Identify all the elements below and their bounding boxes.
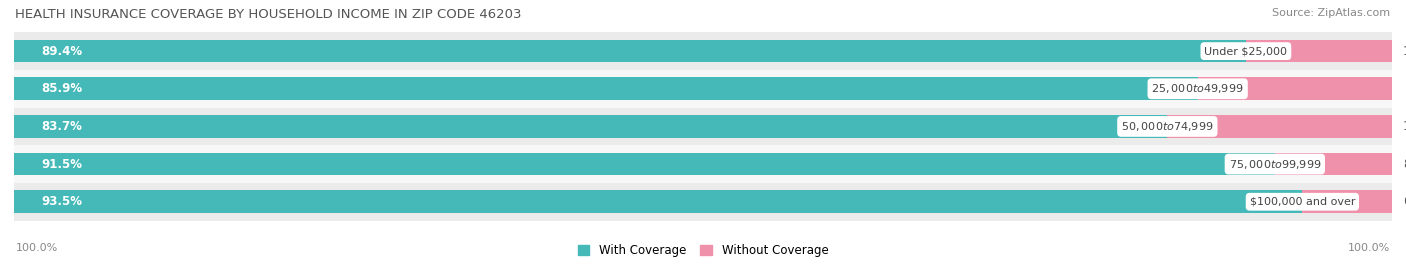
Text: Under $25,000: Under $25,000 — [1205, 46, 1288, 56]
Text: 6.5%: 6.5% — [1403, 195, 1406, 208]
Bar — [14, 190, 1302, 213]
Text: $25,000 to $49,999: $25,000 to $49,999 — [1152, 82, 1244, 95]
Bar — [1167, 115, 1392, 138]
Text: HEALTH INSURANCE COVERAGE BY HOUSEHOLD INCOME IN ZIP CODE 46203: HEALTH INSURANCE COVERAGE BY HOUSEHOLD I… — [15, 8, 522, 21]
Bar — [14, 40, 1246, 62]
Bar — [14, 153, 1275, 175]
Text: 100.0%: 100.0% — [1348, 243, 1391, 253]
Text: 91.5%: 91.5% — [42, 158, 83, 171]
Bar — [14, 77, 1198, 100]
Bar — [1302, 190, 1392, 213]
Text: 10.6%: 10.6% — [1403, 45, 1406, 58]
Bar — [1246, 40, 1392, 62]
Bar — [14, 115, 1167, 138]
Text: 89.4%: 89.4% — [42, 45, 83, 58]
Bar — [1198, 77, 1393, 100]
Bar — [14, 183, 1392, 221]
Text: $100,000 and over: $100,000 and over — [1250, 197, 1355, 207]
Legend: With Coverage, Without Coverage: With Coverage, Without Coverage — [572, 239, 834, 262]
Bar — [14, 145, 1392, 183]
Text: $75,000 to $99,999: $75,000 to $99,999 — [1229, 158, 1322, 171]
Text: $50,000 to $74,999: $50,000 to $74,999 — [1121, 120, 1213, 133]
Bar — [14, 32, 1392, 70]
Text: 100.0%: 100.0% — [15, 243, 58, 253]
Text: 8.5%: 8.5% — [1403, 158, 1406, 171]
Text: 83.7%: 83.7% — [42, 120, 83, 133]
Text: 93.5%: 93.5% — [42, 195, 83, 208]
Text: Source: ZipAtlas.com: Source: ZipAtlas.com — [1272, 8, 1391, 18]
Text: 85.9%: 85.9% — [42, 82, 83, 95]
Bar — [14, 70, 1392, 108]
Text: 16.3%: 16.3% — [1403, 120, 1406, 133]
Text: 14.2%: 14.2% — [1405, 82, 1406, 95]
Bar — [1275, 153, 1392, 175]
Bar — [14, 108, 1392, 145]
